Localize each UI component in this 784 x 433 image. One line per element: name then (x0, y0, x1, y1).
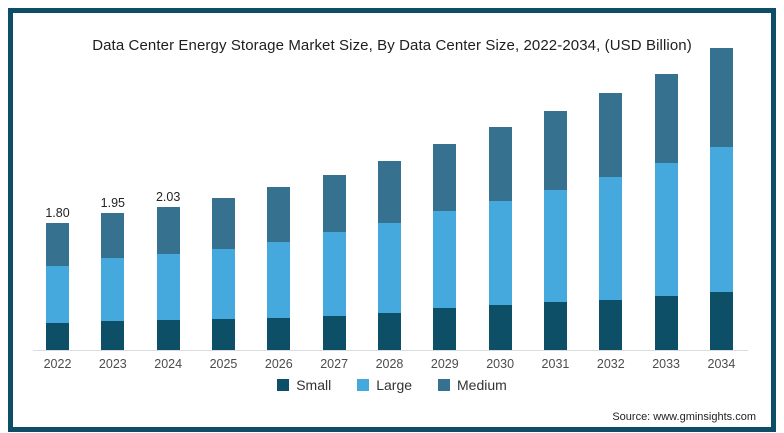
bar-column-2023: 1.95 2023 (99, 38, 127, 372)
x-axis-label-2026: 2026 (264, 357, 293, 371)
bar-column-2026: 2026 (265, 38, 293, 371)
bar-2032-segment-large (599, 177, 623, 300)
legend-item-small: Small (277, 377, 331, 393)
source-text: Source: www.gminsights.com (612, 411, 756, 423)
chart-title: Data Center Energy Storage Market Size, … (92, 37, 692, 54)
legend-label: Medium (457, 377, 507, 393)
bar-column-2024: 2.03 2024 (154, 38, 182, 371)
bar-2022 (46, 223, 69, 350)
bar-2030-segment-large (488, 200, 512, 305)
bar-2024-segment-large (156, 254, 180, 321)
bar-2023-segment-small (101, 321, 125, 350)
bar-2034-segment-small (709, 292, 733, 350)
bar-column-2030: 2030 (486, 38, 514, 371)
legend-item-large: Large (357, 377, 412, 393)
bar-2024-segment-medium (156, 206, 180, 255)
legend-label: Small (296, 377, 332, 393)
data-label-2024: 2.03 (155, 189, 181, 204)
bar-2025-segment-large (211, 248, 235, 319)
legend-label: Large (376, 377, 413, 393)
bar-2026-segment-large (267, 241, 291, 318)
bar-2026 (267, 187, 291, 350)
bar-2030 (488, 127, 512, 350)
plot-area: 1.80 2022 1.95 2023 2.03 2024 2025 2026 2027 2028… (44, 38, 735, 372)
bar-2028-segment-medium (377, 161, 401, 224)
bar-2029-segment-large (433, 211, 457, 309)
bar-2029-segment-small (433, 308, 457, 350)
x-axis-label-2031: 2031 (541, 357, 570, 371)
bar-2022-segment-small (46, 322, 69, 350)
bar-column-2033: 2033 (652, 38, 680, 371)
bar-2034-segment-large (709, 147, 733, 293)
chart-frame: Data Center Energy Storage Market Size, … (8, 8, 776, 432)
bar-2029-segment-medium (433, 144, 457, 212)
bar-2032-segment-small (599, 299, 623, 350)
bar-column-2029: 2029 (431, 38, 459, 371)
x-axis-label-2027: 2027 (320, 357, 349, 371)
x-axis-label-2024: 2024 (154, 357, 183, 371)
bar-2023-segment-large (101, 258, 125, 322)
bar-2028-segment-small (377, 312, 401, 350)
bar-2025 (211, 198, 235, 350)
bar-2031 (543, 111, 567, 350)
bar-2027-segment-small (322, 315, 346, 350)
bar-2032 (599, 92, 623, 350)
bar-2023-segment-medium (101, 212, 125, 259)
bar-2023 (101, 212, 125, 350)
bar-2033-segment-small (654, 296, 678, 350)
bar-2022-segment-large (46, 266, 69, 323)
bar-2031-segment-small (543, 302, 567, 350)
bar-column-2032: 2032 (597, 38, 625, 371)
x-axis-label-2022: 2022 (43, 357, 72, 371)
bar-2034 (709, 48, 733, 350)
bar-column-2031: 2031 (542, 38, 569, 371)
bar-2022-segment-medium (46, 223, 69, 267)
bar-column-2034: 2034 (708, 38, 735, 371)
bar-column-2027: 2027 (320, 38, 348, 371)
bar-2026-segment-small (267, 317, 291, 350)
bar-2024-segment-small (156, 320, 180, 350)
legend-item-medium: Medium (438, 377, 507, 393)
x-axis-label-2029: 2029 (430, 357, 459, 371)
legend-swatch-small (277, 379, 290, 391)
x-axis-label-2033: 2033 (652, 357, 681, 371)
bar-2024 (156, 206, 180, 350)
bar-2028 (377, 161, 401, 350)
bar-2029 (433, 144, 457, 350)
bar-2027 (322, 174, 346, 350)
bar-2031-segment-large (543, 190, 567, 303)
data-label-2023: 1.95 (100, 195, 125, 210)
bar-2025-segment-medium (211, 198, 235, 249)
legend: Small Large Medium (13, 377, 771, 393)
bar-column-2022: 1.80 2022 (44, 38, 72, 371)
bar-column-2028: 2028 (376, 38, 403, 371)
x-axis-label-2034: 2034 (707, 357, 736, 371)
x-axis-line (33, 350, 748, 351)
bar-2026-segment-medium (267, 187, 291, 242)
x-axis-label-2028: 2028 (375, 357, 404, 371)
legend-swatch-large (357, 379, 370, 391)
bar-2030-segment-medium (488, 127, 512, 201)
x-axis-label-2030: 2030 (486, 357, 515, 371)
x-axis-label-2023: 2023 (98, 357, 127, 371)
bar-2027-segment-medium (322, 174, 346, 233)
bar-2033-segment-medium (654, 73, 678, 164)
bar-2028-segment-large (377, 223, 401, 313)
legend-swatch-medium (438, 379, 451, 391)
bar-2025-segment-small (211, 319, 235, 350)
data-label-2022: 1.80 (45, 206, 70, 221)
bar-2030-segment-small (488, 304, 512, 350)
bar-2031-segment-medium (543, 111, 567, 191)
bar-2033-segment-large (654, 163, 678, 297)
x-axis-label-2032: 2032 (596, 357, 625, 371)
bar-2032-segment-medium (599, 92, 623, 178)
bar-2034-segment-medium (709, 48, 733, 148)
bar-2033 (654, 73, 678, 350)
x-axis-label-2025: 2025 (209, 357, 238, 371)
bar-2027-segment-large (322, 232, 346, 316)
bar-column-2025: 2025 (210, 38, 237, 371)
